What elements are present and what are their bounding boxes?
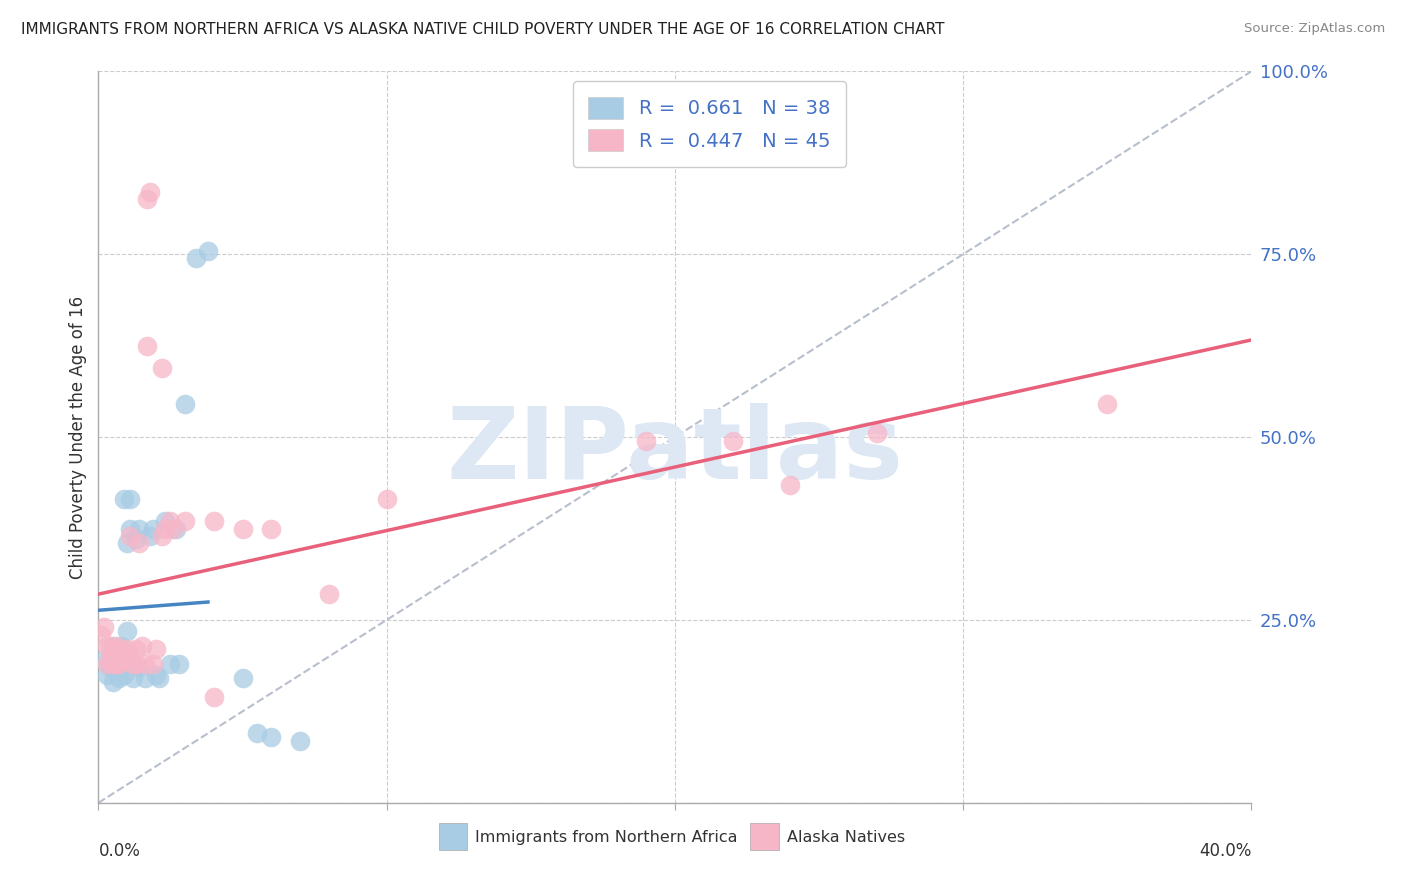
- Point: [128, 521, 150, 535]
- Point: [128, 660, 150, 674]
- Point: [104, 664, 127, 678]
- Point: [104, 646, 127, 660]
- Point: [260, 730, 283, 744]
- Point: [260, 521, 283, 535]
- Point: [112, 667, 135, 681]
- Point: [136, 193, 159, 207]
- Point: [101, 675, 124, 690]
- Point: [98, 642, 121, 657]
- Point: [110, 660, 132, 674]
- Point: [153, 514, 176, 528]
- Point: [231, 521, 254, 535]
- Point: [101, 639, 124, 653]
- Point: [139, 185, 162, 199]
- Text: Immigrants from Northern Africa: Immigrants from Northern Africa: [475, 830, 738, 845]
- Text: ZIPatlas: ZIPatlas: [447, 403, 903, 500]
- Point: [107, 657, 129, 671]
- Point: [636, 434, 658, 448]
- Point: [104, 639, 127, 653]
- Point: [98, 660, 121, 674]
- Point: [246, 726, 269, 740]
- Point: [318, 587, 340, 601]
- Point: [96, 639, 118, 653]
- Point: [122, 672, 145, 686]
- Point: [128, 536, 150, 550]
- Point: [107, 672, 129, 686]
- Point: [112, 653, 135, 667]
- Point: [159, 514, 181, 528]
- Point: [142, 521, 165, 535]
- Point: [101, 657, 124, 671]
- Point: [165, 521, 187, 535]
- Point: [197, 244, 219, 258]
- Point: [162, 521, 184, 535]
- Point: [117, 624, 139, 638]
- Text: Alaska Natives: Alaska Natives: [787, 830, 905, 845]
- Point: [134, 657, 156, 671]
- Point: [110, 639, 132, 653]
- Point: [112, 657, 135, 671]
- Point: [167, 657, 190, 671]
- Point: [96, 667, 118, 681]
- Point: [375, 492, 398, 507]
- Point: [98, 653, 121, 667]
- Point: [136, 338, 159, 352]
- Text: IMMIGRANTS FROM NORTHERN AFRICA VS ALASKA NATIVE CHILD POVERTY UNDER THE AGE OF : IMMIGRANTS FROM NORTHERN AFRICA VS ALASK…: [21, 22, 945, 37]
- Point: [174, 514, 197, 528]
- Point: [125, 657, 148, 671]
- Point: [134, 672, 156, 686]
- Point: [145, 642, 167, 657]
- Point: [866, 426, 889, 441]
- Point: [153, 521, 176, 535]
- Point: [120, 521, 142, 535]
- Point: [117, 642, 139, 657]
- Point: [139, 529, 162, 543]
- Legend: R =  0.661   N = 38, R =  0.447   N = 45: R = 0.661 N = 38, R = 0.447 N = 45: [572, 81, 846, 167]
- Point: [125, 642, 148, 657]
- Point: [110, 646, 132, 660]
- Text: Source: ZipAtlas.com: Source: ZipAtlas.com: [1244, 22, 1385, 36]
- Point: [721, 434, 744, 448]
- Point: [120, 492, 142, 507]
- Point: [131, 639, 153, 653]
- Point: [96, 657, 118, 671]
- Point: [159, 657, 181, 671]
- Point: [107, 642, 129, 657]
- Y-axis label: Child Poverty Under the Age of 16: Child Poverty Under the Age of 16: [69, 295, 87, 579]
- Point: [150, 529, 173, 543]
- Point: [93, 620, 115, 634]
- Point: [90, 627, 112, 641]
- Point: [112, 492, 135, 507]
- Point: [93, 653, 115, 667]
- Point: [231, 672, 254, 686]
- Point: [125, 533, 148, 547]
- Point: [104, 657, 127, 671]
- Text: 0.0%: 0.0%: [98, 842, 141, 860]
- Point: [1097, 397, 1119, 411]
- FancyBboxPatch shape: [439, 822, 467, 850]
- Point: [117, 646, 139, 660]
- Point: [122, 657, 145, 671]
- Point: [290, 733, 312, 747]
- Point: [779, 477, 801, 491]
- Point: [202, 690, 225, 704]
- Point: [142, 657, 165, 671]
- Point: [107, 653, 129, 667]
- Text: 40.0%: 40.0%: [1199, 842, 1251, 860]
- Point: [117, 536, 139, 550]
- Point: [120, 529, 142, 543]
- Point: [174, 397, 197, 411]
- FancyBboxPatch shape: [749, 822, 779, 850]
- Point: [202, 514, 225, 528]
- Point: [150, 360, 173, 375]
- Point: [186, 251, 208, 265]
- Point: [101, 646, 124, 660]
- Point: [148, 672, 170, 686]
- Point: [145, 667, 167, 681]
